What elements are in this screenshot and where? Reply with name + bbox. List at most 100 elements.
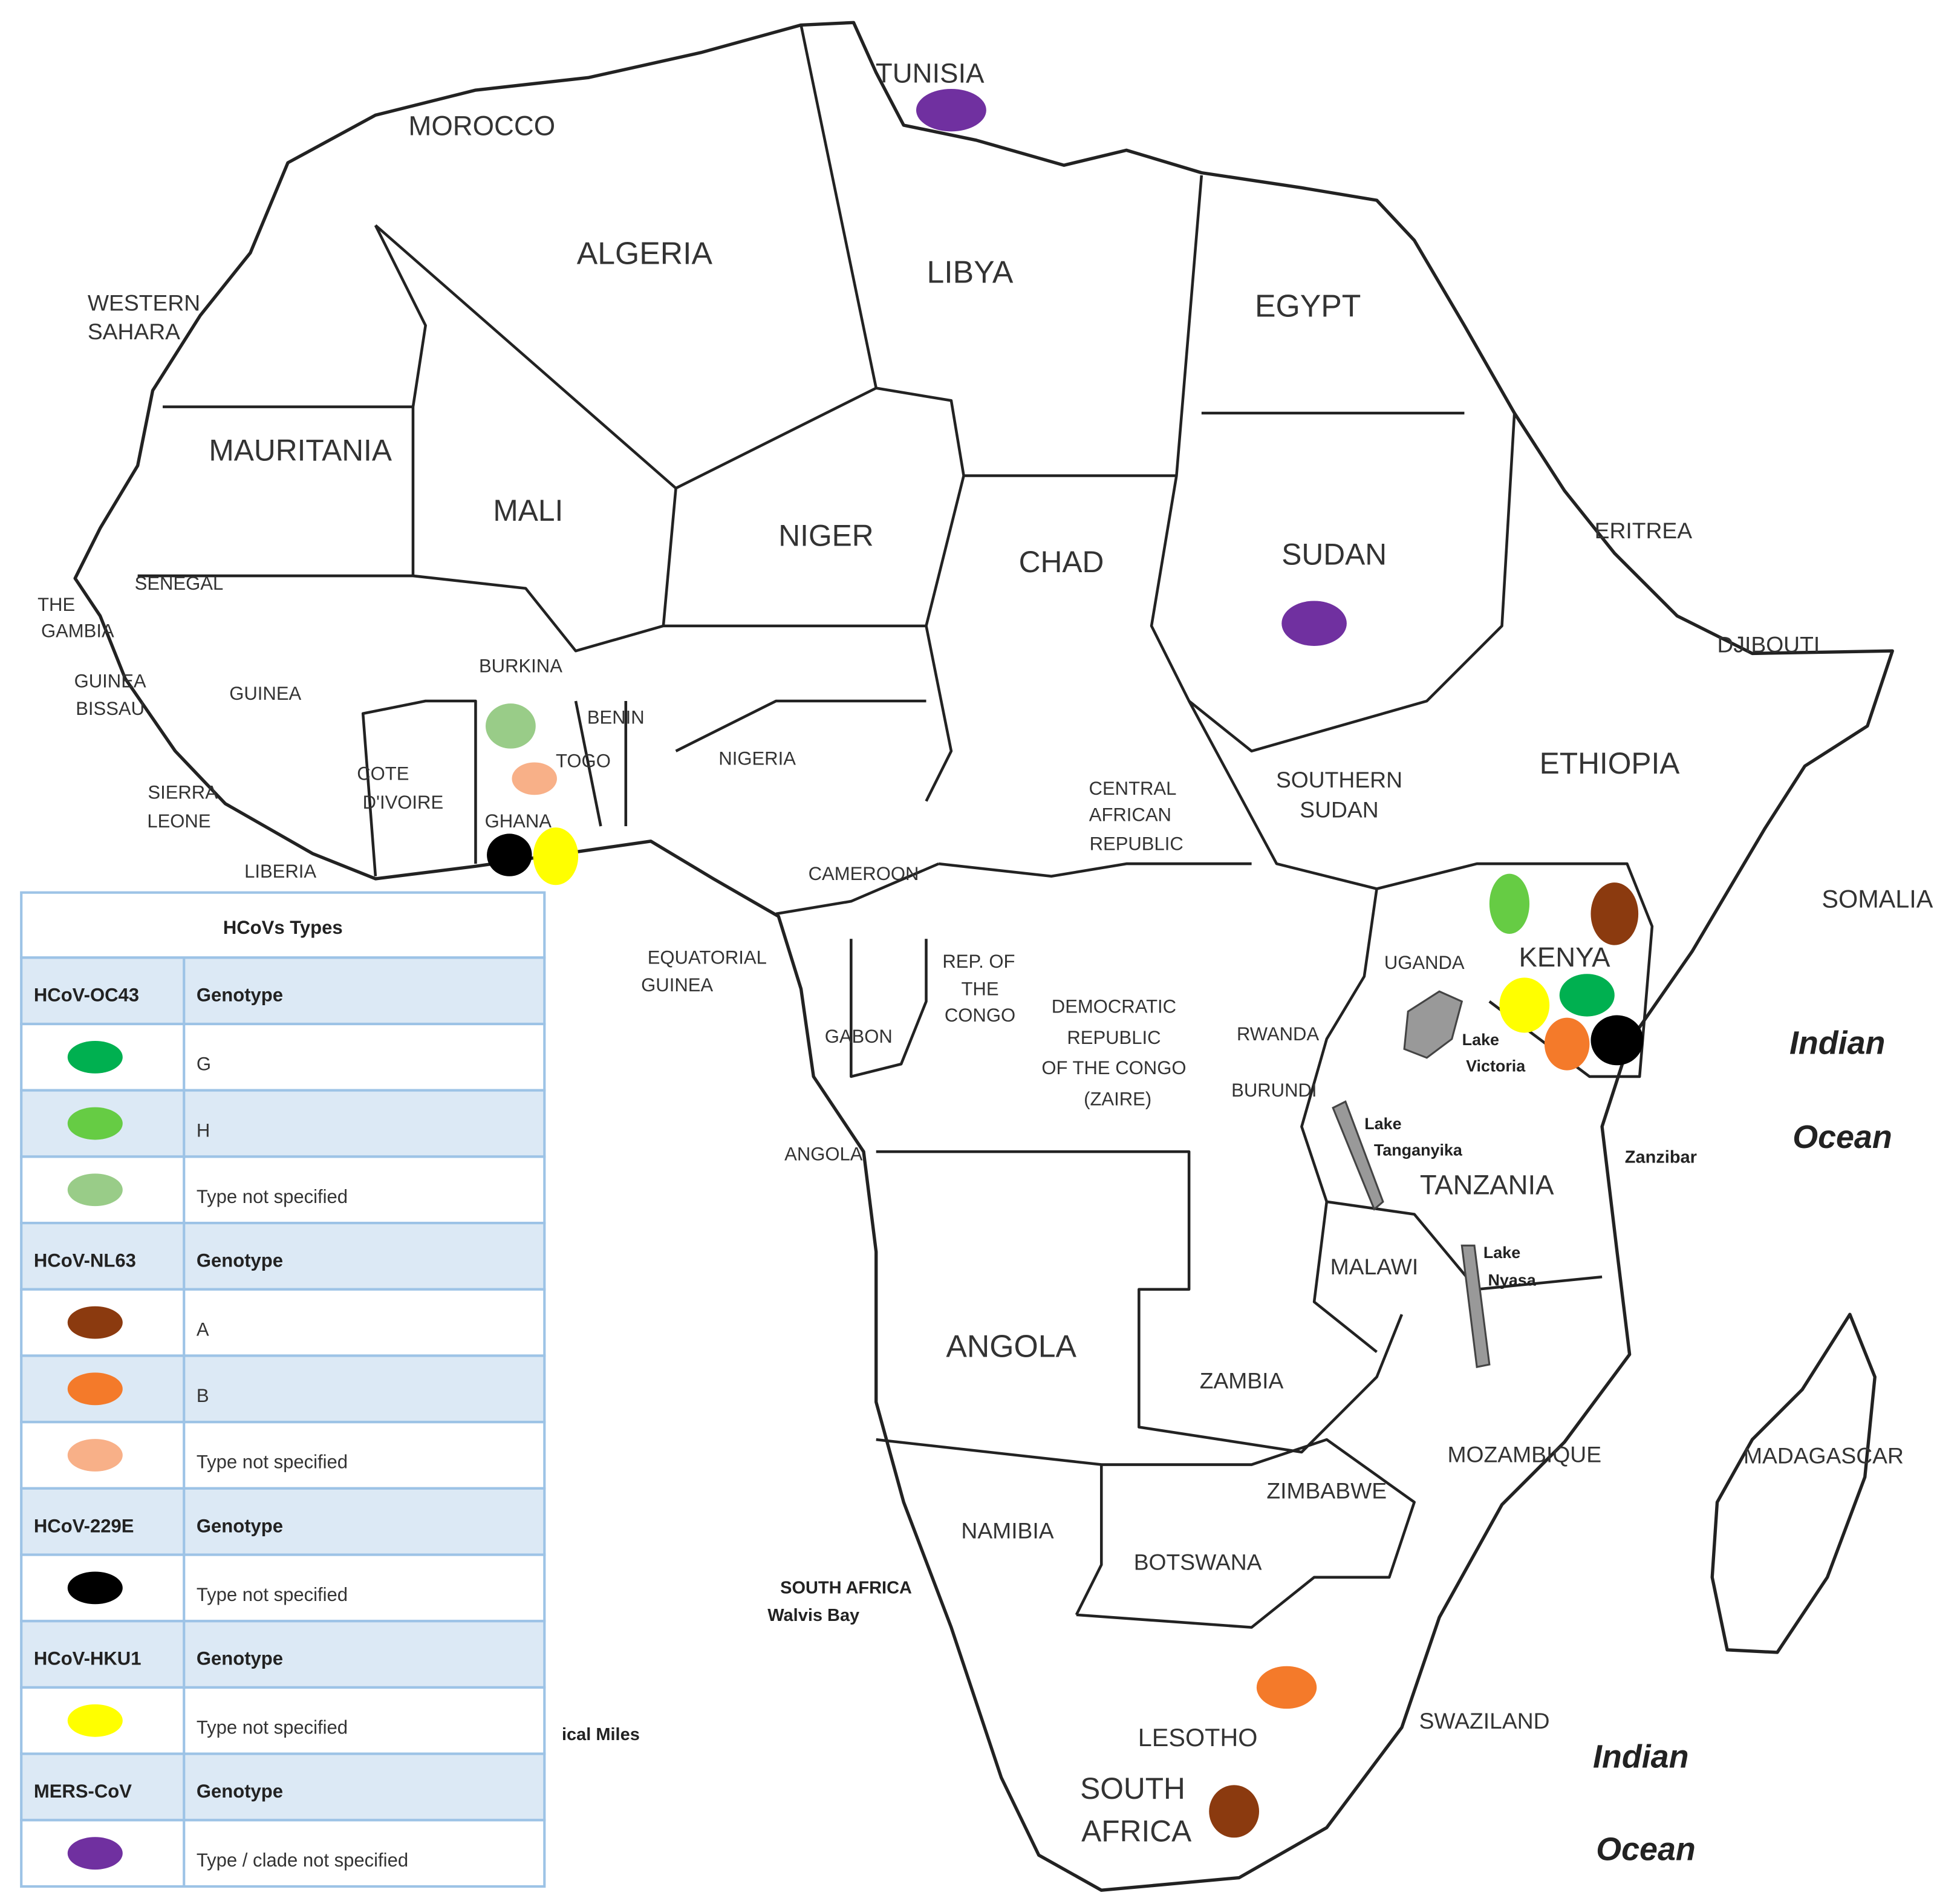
country-label: EGYPT (1255, 289, 1361, 324)
country-label: Ocean (1792, 1119, 1892, 1155)
marker (1559, 974, 1615, 1017)
lake-victoria (1403, 990, 1463, 1059)
legend-label: G (197, 1054, 211, 1075)
country-label: SIERRA (148, 781, 218, 803)
legend-label: Type not specified (197, 1584, 348, 1605)
country-label: GHANA (485, 810, 552, 832)
continent-outline (73, 21, 1894, 1892)
country-label: LESOTHO (1138, 1724, 1258, 1752)
country-label: NAMIBIA (961, 1518, 1053, 1544)
legend-header: Genotype (197, 1250, 283, 1271)
marker (512, 762, 557, 795)
country-label: BURUNDI (1231, 1080, 1317, 1101)
legend-box (20, 891, 546, 959)
country-label: GUINEA (229, 683, 301, 704)
country-label: GABON (825, 1026, 893, 1047)
country-label: MOZAMBIQUE (1447, 1441, 1601, 1467)
country-label: BENIN (587, 706, 645, 728)
marker (1209, 1785, 1260, 1838)
marker (916, 88, 986, 132)
country-label: NIGERIA (718, 748, 796, 769)
map-labels: TUNISIA MOROCCO ALGERIA LIBYA EGYPT MAURITANI… (37, 58, 1933, 1868)
country-label: REPUBLIC (1090, 833, 1183, 854)
country-label: MALI (493, 494, 563, 527)
country-label: MADAGASCAR (1743, 1443, 1904, 1468)
country-label: Lake (1483, 1244, 1520, 1262)
country-label: SOUTH AFRICA (780, 1579, 912, 1598)
country-label: ALGERIA (577, 236, 713, 271)
country-label: Indian (1593, 1738, 1688, 1775)
country-label: ZIMBABWE (1266, 1478, 1387, 1503)
country-label: BOTSWANA (1134, 1549, 1262, 1574)
madagascar-outline (1710, 1312, 1877, 1654)
country-label: Indian (1789, 1025, 1885, 1061)
country-label: CENTRAL (1089, 778, 1177, 799)
country-label: WESTERN (88, 290, 200, 315)
country-label: GUINEA (74, 670, 146, 691)
country-label: OF THE CONGO (1041, 1057, 1186, 1078)
legend: HCoVs Types HCoV-OC43 Genotype G H Type not s… (20, 891, 546, 1888)
map-markers (486, 88, 1644, 1838)
country-label: CONGO (945, 1005, 1015, 1026)
lake-tanganyika (1332, 1100, 1384, 1211)
legend-label: Type not specified (197, 1717, 348, 1738)
country-label: SWAZILAND (1419, 1708, 1550, 1733)
marker (1281, 601, 1347, 646)
legend-swatch (67, 1306, 123, 1339)
marker (1489, 873, 1530, 934)
legend-header: Genotype (197, 985, 283, 1006)
country-label: Lake (1462, 1031, 1499, 1049)
country-label: SENEGAL (135, 573, 224, 594)
country-label: LIBYA (927, 255, 1014, 290)
country-label: Walvis Bay (767, 1606, 859, 1625)
country-label: ical Miles (562, 1725, 640, 1744)
legend-label: Type / clade not specified (197, 1850, 408, 1871)
legend-swatch (67, 1107, 123, 1140)
country-label: DJIBOUTI (1717, 631, 1820, 657)
legend-label: B (197, 1385, 209, 1406)
country-label: REPUBLIC (1067, 1027, 1161, 1048)
legend-virus: HCoV-HKU1 (34, 1648, 142, 1669)
legend-header-row (20, 1222, 546, 1291)
legend-label: A (197, 1319, 209, 1340)
country-label: MAURITANIA (209, 434, 392, 468)
country-label: Tanganyika (1374, 1141, 1463, 1159)
legend-header-row (20, 1752, 546, 1822)
country-label: ZAMBIA (1200, 1368, 1284, 1393)
country-label: CHAD (1019, 545, 1104, 579)
country-label: LEONE (147, 810, 210, 832)
legend-swatch (67, 1372, 123, 1406)
legend-label: Type not specified (197, 1452, 348, 1473)
marker (486, 703, 536, 749)
legend-swatch (67, 1173, 123, 1207)
country-label: KENYA (1519, 942, 1611, 973)
country-label: SAHARA (88, 319, 180, 344)
country-label: ETHIOPIA (1540, 746, 1681, 780)
legend-swatch (67, 1439, 123, 1472)
country-label: ERITREA (1595, 518, 1693, 543)
legend-label: Type not specified (197, 1186, 348, 1207)
legend-swatch (67, 1704, 123, 1737)
country-label: AFRICA (1081, 1814, 1192, 1848)
legend-swatch (67, 1837, 123, 1870)
marker (487, 833, 532, 876)
marker (1590, 882, 1639, 945)
legend-virus: HCoV-NL63 (34, 1250, 136, 1271)
legend-virus: HCoV-OC43 (34, 985, 139, 1006)
legend-header: Genotype (197, 1781, 283, 1802)
country-label: BISSAU (76, 698, 145, 719)
marker (1256, 1666, 1317, 1709)
country-label: Ocean (1596, 1831, 1695, 1868)
country-label: MOROCCO (408, 111, 555, 142)
lake-nyasa (1460, 1244, 1491, 1368)
country-label: NIGER (778, 518, 873, 552)
country-label: SOMALIA (1822, 885, 1933, 913)
country-label: COTE (357, 763, 409, 784)
legend-virus: MERS-CoV (34, 1781, 132, 1802)
legend-swatch (67, 1040, 123, 1074)
country-label: DEMOCRATIC (1052, 996, 1176, 1017)
country-label: SUDAN (1281, 537, 1387, 571)
country-label: ANGOLA (946, 1329, 1076, 1364)
